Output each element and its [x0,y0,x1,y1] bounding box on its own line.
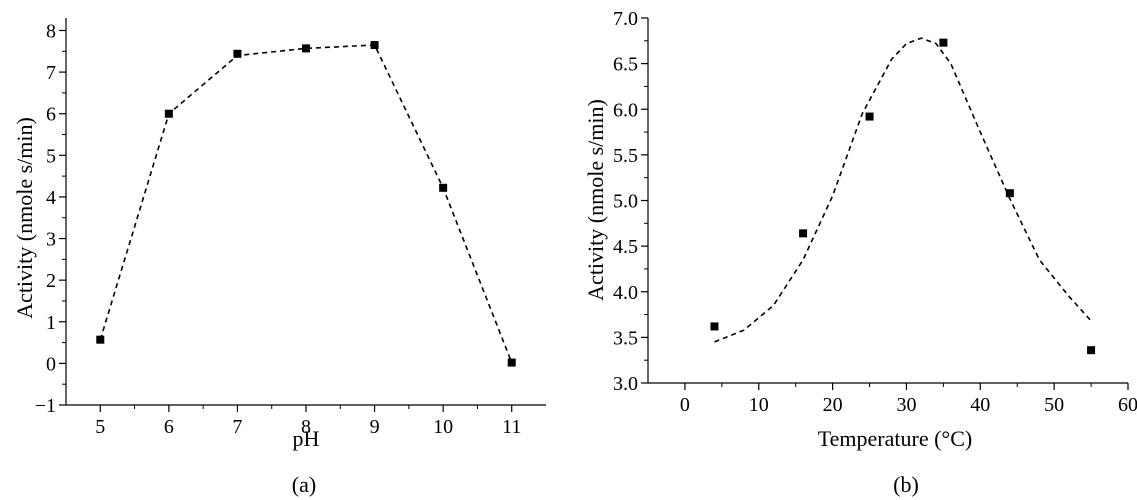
data-point-b [1005,189,1014,198]
y-tick-label-b: 5.0 [613,191,638,213]
x-axis-label-a: pH [293,426,320,451]
data-point-a [439,183,448,192]
x-tick-label-a: 7 [232,416,242,438]
data-point-a [164,109,173,118]
x-tick-label-b: 50 [1044,394,1064,416]
y-tick-label-b: 7.0 [613,8,638,30]
y-axis-label-a: Activity (nmole s/min) [12,117,37,319]
y-tick-label-b: 6.0 [613,99,638,121]
data-point-b [865,112,874,121]
fit-line-a [99,44,513,363]
caption-a: (a) [292,472,316,497]
x-tick-label-b: 0 [680,394,690,416]
y-tick-label-a: −1 [35,395,56,417]
x-tick-label-a: 8 [301,416,311,438]
x-tick-label-a: 5 [95,416,105,438]
data-point-b [799,229,808,238]
y-tick-label-a: 3 [46,229,56,251]
y-tick-label-a: 2 [46,270,56,292]
data-point-b [939,38,948,47]
y-tick-label-a: 8 [46,20,56,42]
y-tick-label-b: 3.0 [613,373,638,395]
x-tick-label-b: 30 [896,394,916,416]
y-tick-label-a: 6 [46,104,56,126]
x-tick-label-a: 6 [164,416,174,438]
chart-panel-a: 5 6 7 8 9 10 11 −1 0 1 2 3 4 5 6 7 8 [35,18,546,438]
data-point-a [302,44,310,53]
data-point-a [96,335,105,344]
x-tick-label-b: 60 [1118,394,1137,416]
data-point-a [507,358,516,367]
y-tick-label-a: 0 [46,353,56,375]
x-tick-label-a: 10 [433,416,453,438]
y-tick-label-a: 5 [46,145,56,167]
y-tick-label-b: 3.5 [613,327,638,349]
y-tick-label-a: 1 [46,312,56,334]
y-tick-label-b: 5.5 [613,145,638,167]
y-axis-label-b: Activity (nmole s/min) [583,99,608,301]
data-point-a [233,49,242,58]
x-tick-label-a: 9 [370,416,380,438]
data-point-b [710,322,719,331]
caption-b: (b) [893,472,919,497]
y-tick-label-b: 4.5 [613,236,638,258]
data-point-b [1087,346,1096,355]
x-tick-label-a: 11 [502,416,521,438]
x-tick-label-b: 10 [749,394,769,416]
x-axis-label-b: Temperature (°C) [818,426,972,451]
y-tick-label-a: 4 [46,187,56,209]
y-tick-label-b: 4.0 [613,282,638,304]
fit-line-b [714,37,1092,343]
data-point-a [370,41,379,50]
y-tick-label-b: 6.5 [613,54,638,76]
chart-panel-b: 0 10 20 30 40 50 60 3.0 3.5 4.0 4.5 5.0 5.5 6.0 6.5 7.0 [613,8,1137,416]
x-tick-label-b: 40 [970,394,990,416]
x-tick-label-b: 20 [823,394,843,416]
y-tick-label-a: 7 [46,62,56,84]
